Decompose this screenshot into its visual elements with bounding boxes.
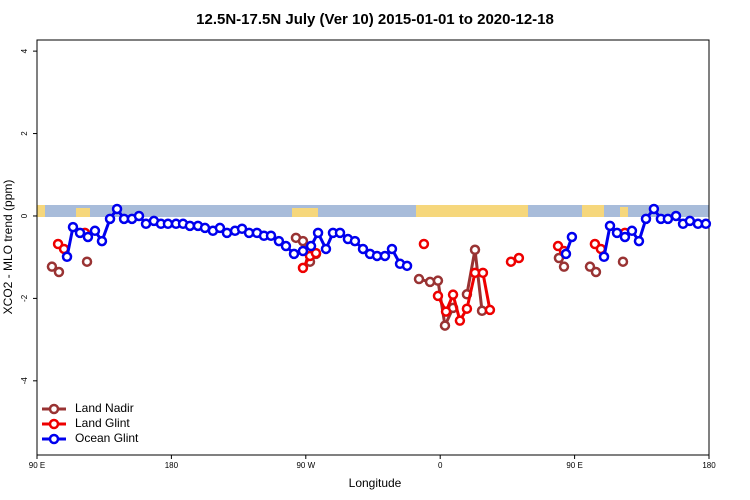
series-line xyxy=(418,277,455,331)
series xyxy=(52,227,631,326)
data-point xyxy=(320,243,332,255)
data-point xyxy=(648,203,660,215)
data-point xyxy=(46,261,58,272)
y-tick-label: 2 xyxy=(20,131,29,136)
data-point xyxy=(640,213,652,225)
data-point xyxy=(310,247,322,259)
data-point xyxy=(432,290,444,302)
data-point xyxy=(413,273,425,285)
data-point xyxy=(633,235,645,247)
data-point xyxy=(82,231,94,243)
data-point xyxy=(297,235,309,247)
data-point xyxy=(461,303,473,314)
data-point xyxy=(626,225,638,237)
data-point xyxy=(221,227,233,239)
x-tick-label: 90 W xyxy=(296,461,315,470)
data-point xyxy=(590,266,602,278)
series xyxy=(46,232,629,331)
legend-label: Land Glint xyxy=(75,416,130,430)
data-point xyxy=(440,306,452,317)
data-point xyxy=(305,240,317,252)
data-point xyxy=(280,240,292,252)
data-point xyxy=(670,210,682,222)
data-point xyxy=(477,267,489,279)
data-point xyxy=(469,244,481,256)
data-point xyxy=(513,252,525,264)
plot-frame xyxy=(36,39,710,456)
data-point xyxy=(184,220,196,232)
data-point xyxy=(334,227,346,239)
data-point xyxy=(700,218,712,230)
data-point xyxy=(297,245,309,257)
data-point xyxy=(111,203,123,215)
x-tick-label: 0 xyxy=(438,461,443,470)
data-point xyxy=(558,261,570,272)
x-tick-label: 180 xyxy=(702,461,716,470)
data-point xyxy=(53,266,65,278)
data-point xyxy=(432,275,444,286)
data-point xyxy=(214,222,226,234)
data-point xyxy=(379,250,391,262)
data-point xyxy=(505,256,517,267)
data-point xyxy=(418,238,430,250)
data-point xyxy=(265,230,277,242)
data-point xyxy=(357,243,369,255)
y-tick-label: -2 xyxy=(20,294,29,302)
x-tick-label: 90 E xyxy=(29,461,45,470)
data-point xyxy=(288,248,300,260)
y-tick-label: -4 xyxy=(20,377,29,385)
data-point xyxy=(617,256,629,267)
map-strip xyxy=(37,205,709,217)
data-point xyxy=(349,235,361,247)
data-point xyxy=(424,276,436,288)
data-point xyxy=(61,251,73,263)
data-point xyxy=(619,231,631,243)
data-point xyxy=(684,215,696,227)
data-point xyxy=(74,227,86,239)
legend-marker xyxy=(48,418,60,430)
data-point xyxy=(67,221,79,233)
series xyxy=(61,203,712,272)
data-point xyxy=(454,315,466,326)
data-point xyxy=(162,218,174,230)
data-point xyxy=(560,248,572,260)
data-point xyxy=(611,227,623,239)
data-point xyxy=(386,243,398,255)
data-point xyxy=(604,220,616,232)
x-tick-label: 90 E xyxy=(566,461,582,470)
legend-marker xyxy=(48,433,60,445)
data-point xyxy=(312,227,324,239)
data-point xyxy=(447,289,459,300)
legend-label: Land Nadir xyxy=(75,401,134,415)
data-point xyxy=(598,251,610,263)
y-tick-label: 4 xyxy=(20,48,29,53)
data-point xyxy=(273,235,285,247)
chart-title: 12.5N-17.5N July (Ver 10) 2015-01-01 to … xyxy=(196,11,554,28)
data-point xyxy=(484,304,496,316)
x-axis-label: Longitude xyxy=(349,476,402,490)
data-point xyxy=(401,260,413,272)
data-point xyxy=(81,256,93,267)
legend-label: Ocean Glint xyxy=(75,431,139,445)
data-point xyxy=(566,231,578,243)
data-point xyxy=(89,225,101,237)
x-tick-label: 180 xyxy=(165,461,179,470)
data-point xyxy=(662,213,674,225)
data-point xyxy=(439,320,451,331)
y-tick-label: 0 xyxy=(20,213,29,218)
data-point xyxy=(96,235,108,247)
legend-marker xyxy=(48,403,60,415)
data-point xyxy=(133,210,145,222)
data-point xyxy=(297,262,309,274)
y-axis-label: XCO2 - MLO trend (ppm) xyxy=(1,180,15,315)
data-point xyxy=(104,213,116,225)
